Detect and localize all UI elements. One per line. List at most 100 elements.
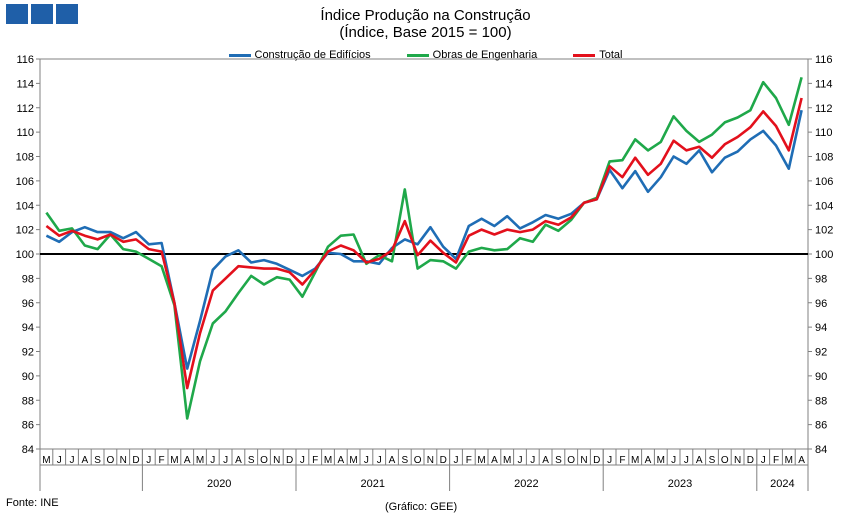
x-tick-label: F bbox=[619, 455, 625, 466]
x-tick-label: S bbox=[401, 455, 408, 466]
x-tick-label: S bbox=[248, 455, 255, 466]
x-tick-label: J bbox=[518, 455, 523, 466]
x-tick-label: O bbox=[260, 455, 268, 466]
legend-item: Construção de Edifícios bbox=[228, 49, 371, 61]
x-tick-label: F bbox=[312, 455, 318, 466]
x-tick-label: J bbox=[761, 455, 766, 466]
y-tick-label-left: 86 bbox=[22, 420, 34, 432]
x-tick-label: J bbox=[684, 455, 689, 466]
y-tick-label-right: 100 bbox=[815, 249, 833, 261]
legend-label: Obras de Engenharia bbox=[432, 49, 538, 61]
y-tick-label-right: 96 bbox=[815, 298, 827, 310]
x-tick-label: A bbox=[81, 455, 88, 466]
legend-label: Construção de Edifícios bbox=[254, 49, 371, 61]
x-tick-label: M bbox=[503, 455, 511, 466]
x-tick-label: A bbox=[235, 455, 242, 466]
y-tick-label-left: 84 bbox=[22, 444, 34, 456]
x-tick-label: J bbox=[671, 455, 676, 466]
legend-item: Total bbox=[573, 49, 623, 61]
y-tick-label-right: 90 bbox=[815, 371, 827, 383]
year-label: 2024 bbox=[770, 478, 794, 490]
y-tick-label-right: 112 bbox=[815, 103, 833, 115]
y-tick-label-left: 116 bbox=[16, 54, 34, 66]
y-tick-label-left: 100 bbox=[16, 249, 34, 261]
x-tick-label: N bbox=[580, 455, 587, 466]
y-tick-label-right: 84 bbox=[815, 444, 827, 456]
y-tick-label-right: 116 bbox=[815, 54, 833, 66]
x-tick-label: J bbox=[223, 455, 228, 466]
legend-swatch bbox=[573, 53, 596, 57]
series-line-total bbox=[45, 97, 803, 390]
y-tick-label-right: 92 bbox=[815, 347, 827, 359]
x-tick-label: N bbox=[273, 455, 280, 466]
y-tick-label-left: 88 bbox=[22, 395, 34, 407]
x-tick-label: M bbox=[349, 455, 357, 466]
legend-swatch bbox=[406, 53, 429, 57]
x-tick-label: D bbox=[747, 455, 754, 466]
y-tick-label-right: 88 bbox=[815, 395, 827, 407]
x-tick-label: J bbox=[377, 455, 382, 466]
y-tick-label-right: 104 bbox=[815, 200, 833, 212]
x-tick-label: M bbox=[324, 455, 332, 466]
y-tick-label-left: 90 bbox=[22, 371, 34, 383]
x-tick-label: O bbox=[721, 455, 729, 466]
x-tick-label: O bbox=[107, 455, 115, 466]
y-tick-label-left: 106 bbox=[16, 176, 34, 188]
year-label: 2021 bbox=[361, 478, 385, 490]
x-tick-label: A bbox=[696, 455, 703, 466]
y-tick-label-left: 114 bbox=[16, 78, 34, 90]
logo-square-3 bbox=[56, 4, 78, 24]
x-tick-label: N bbox=[120, 455, 127, 466]
legend-item: Obras de Engenharia bbox=[406, 49, 538, 61]
x-tick-label: J bbox=[454, 455, 459, 466]
x-tick-label: M bbox=[477, 455, 485, 466]
x-tick-label: A bbox=[337, 455, 344, 466]
x-tick-label: J bbox=[70, 455, 75, 466]
x-tick-label: M bbox=[631, 455, 639, 466]
source-note: Fonte: INE bbox=[6, 497, 59, 509]
x-tick-label: M bbox=[42, 455, 50, 466]
x-tick-label: O bbox=[567, 455, 575, 466]
x-tick-label: D bbox=[132, 455, 139, 466]
y-tick-label-left: 104 bbox=[16, 200, 34, 212]
chart-legend: Construção de Edifícios Obras de Engenhar… bbox=[0, 49, 851, 61]
x-tick-label: A bbox=[798, 455, 805, 466]
x-tick-label: A bbox=[542, 455, 549, 466]
y-tick-label-left: 110 bbox=[16, 127, 34, 139]
y-tick-label-right: 98 bbox=[815, 273, 827, 285]
x-tick-label: F bbox=[773, 455, 779, 466]
chart-subtitle: (Índice, Base 2015 = 100) bbox=[339, 24, 512, 41]
year-label: 2022 bbox=[514, 478, 538, 490]
year-label: 2023 bbox=[668, 478, 692, 490]
y-tick-label-right: 94 bbox=[815, 322, 827, 334]
legend-swatch bbox=[228, 53, 251, 57]
x-tick-label: D bbox=[593, 455, 600, 466]
y-tick-label-right: 110 bbox=[815, 127, 833, 139]
x-tick-label: A bbox=[645, 455, 652, 466]
legend-label: Total bbox=[599, 49, 623, 61]
x-tick-label: M bbox=[657, 455, 665, 466]
y-tick-label-left: 94 bbox=[22, 322, 34, 334]
y-tick-label-right: 114 bbox=[815, 78, 833, 90]
x-tick-label: M bbox=[785, 455, 793, 466]
x-tick-label: J bbox=[364, 455, 369, 466]
chart-title-block: Índice Produção na Construção (Índice, B… bbox=[0, 7, 851, 41]
y-tick-label-right: 102 bbox=[815, 225, 833, 237]
y-tick-label-left: 98 bbox=[22, 273, 34, 285]
logo-square-2 bbox=[31, 4, 53, 24]
x-tick-label: M bbox=[170, 455, 178, 466]
x-tick-label: F bbox=[466, 455, 472, 466]
chart-credit: (Gráfico: GEE) bbox=[385, 501, 458, 513]
x-tick-label: D bbox=[440, 455, 447, 466]
x-tick-label: S bbox=[555, 455, 562, 466]
x-tick-label: J bbox=[530, 455, 535, 466]
y-tick-label-left: 102 bbox=[16, 225, 34, 237]
y-tick-label-left: 108 bbox=[16, 152, 34, 164]
x-tick-label: O bbox=[414, 455, 422, 466]
x-tick-label: A bbox=[491, 455, 498, 466]
logo-square-1 bbox=[6, 4, 28, 24]
x-tick-label: J bbox=[210, 455, 215, 466]
x-tick-label: F bbox=[159, 455, 165, 466]
